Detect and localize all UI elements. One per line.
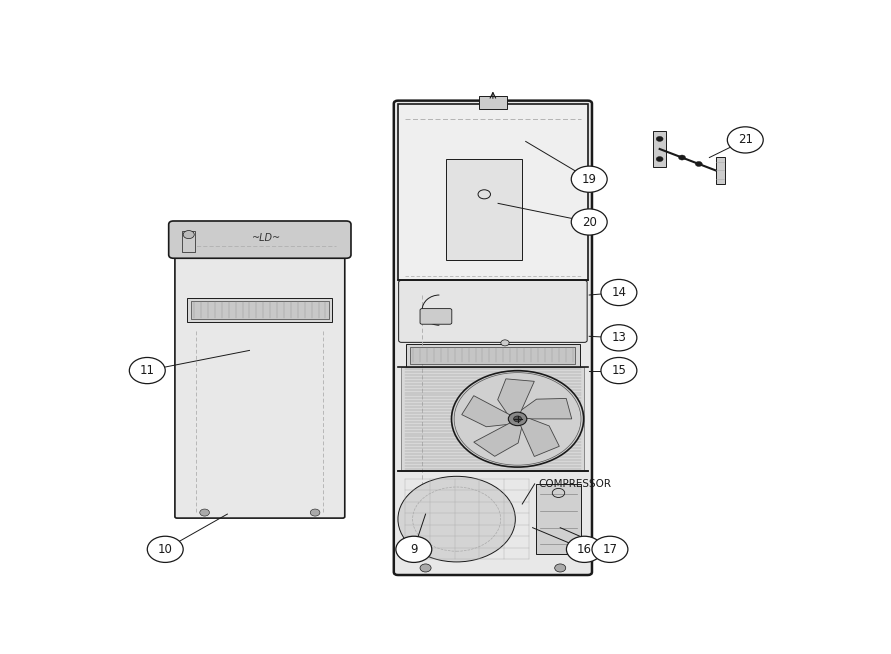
Text: 15: 15 <box>611 364 626 377</box>
Polygon shape <box>518 419 560 456</box>
Circle shape <box>396 536 432 562</box>
Text: 20: 20 <box>582 216 597 228</box>
Text: 14: 14 <box>611 286 626 299</box>
Text: 16: 16 <box>576 543 592 556</box>
Circle shape <box>727 127 764 153</box>
Polygon shape <box>474 419 522 456</box>
FancyBboxPatch shape <box>394 101 592 575</box>
Bar <box>715 156 724 184</box>
Circle shape <box>420 564 431 572</box>
Circle shape <box>555 564 566 572</box>
Polygon shape <box>462 396 518 427</box>
Circle shape <box>513 416 521 422</box>
FancyBboxPatch shape <box>398 281 587 342</box>
FancyBboxPatch shape <box>168 221 351 258</box>
Circle shape <box>129 358 165 384</box>
FancyBboxPatch shape <box>420 309 452 324</box>
Bar <box>653 131 666 167</box>
Bar <box>479 96 507 109</box>
Text: 21: 21 <box>738 133 753 146</box>
Circle shape <box>398 476 515 562</box>
Circle shape <box>571 166 607 192</box>
Bar <box>536 484 581 555</box>
Text: 19: 19 <box>582 173 597 186</box>
Polygon shape <box>498 379 535 419</box>
Circle shape <box>695 162 702 167</box>
Circle shape <box>184 231 194 239</box>
Circle shape <box>567 536 602 562</box>
Circle shape <box>452 371 584 467</box>
Circle shape <box>509 412 527 426</box>
Circle shape <box>656 137 663 141</box>
Text: 10: 10 <box>158 543 173 556</box>
Bar <box>398 103 588 280</box>
Text: ~LD~: ~LD~ <box>252 233 282 243</box>
Bar <box>446 159 522 260</box>
FancyBboxPatch shape <box>175 248 345 518</box>
Bar <box>191 301 329 318</box>
Circle shape <box>501 340 509 346</box>
Text: 17: 17 <box>602 543 617 556</box>
Circle shape <box>592 536 628 562</box>
Text: 13: 13 <box>611 332 626 344</box>
Circle shape <box>601 358 637 384</box>
Circle shape <box>601 279 637 305</box>
Text: 11: 11 <box>140 364 155 377</box>
Bar <box>401 366 584 472</box>
Text: COMPRESSOR: COMPRESSOR <box>538 479 611 489</box>
Bar <box>411 347 576 364</box>
Bar <box>183 231 195 252</box>
Text: 9: 9 <box>410 543 418 556</box>
Bar <box>406 344 579 366</box>
Circle shape <box>601 325 637 351</box>
Circle shape <box>656 156 663 162</box>
Polygon shape <box>518 398 572 419</box>
Circle shape <box>147 536 184 562</box>
Circle shape <box>571 209 607 235</box>
Bar <box>187 298 332 322</box>
Circle shape <box>200 509 209 516</box>
Circle shape <box>679 155 685 160</box>
Circle shape <box>310 509 320 516</box>
